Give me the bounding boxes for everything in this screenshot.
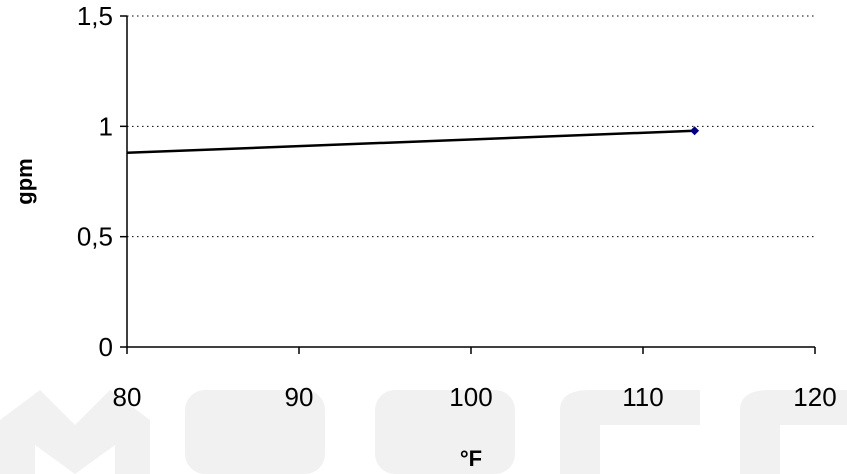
- x-tick-label-3: 110: [622, 382, 663, 412]
- axes: [126, 16, 815, 348]
- series-line-0: [126, 129, 695, 155]
- x-tick-label-0: 80: [113, 382, 142, 412]
- x-axis-title: °F: [460, 446, 482, 471]
- watermark: [0, 390, 847, 474]
- y-tick-label-1: 0,5: [77, 222, 113, 252]
- y-tick-label-0: 0: [99, 332, 113, 362]
- x-tick-label-4: 120: [793, 382, 836, 412]
- data-point-marker: [690, 126, 700, 136]
- y-tick-label-3: 1,5: [77, 1, 113, 31]
- series: [126, 126, 700, 155]
- y-tick-label-2: 1: [99, 111, 113, 141]
- gridlines: [127, 15, 815, 238]
- x-tick-label-1: 90: [285, 382, 314, 412]
- ticks: 0 0,5 1 1,5 80 90 100 110 120: [77, 1, 837, 412]
- y-axis-title: gpm: [12, 158, 37, 204]
- x-tick-label-2: 100: [449, 382, 492, 412]
